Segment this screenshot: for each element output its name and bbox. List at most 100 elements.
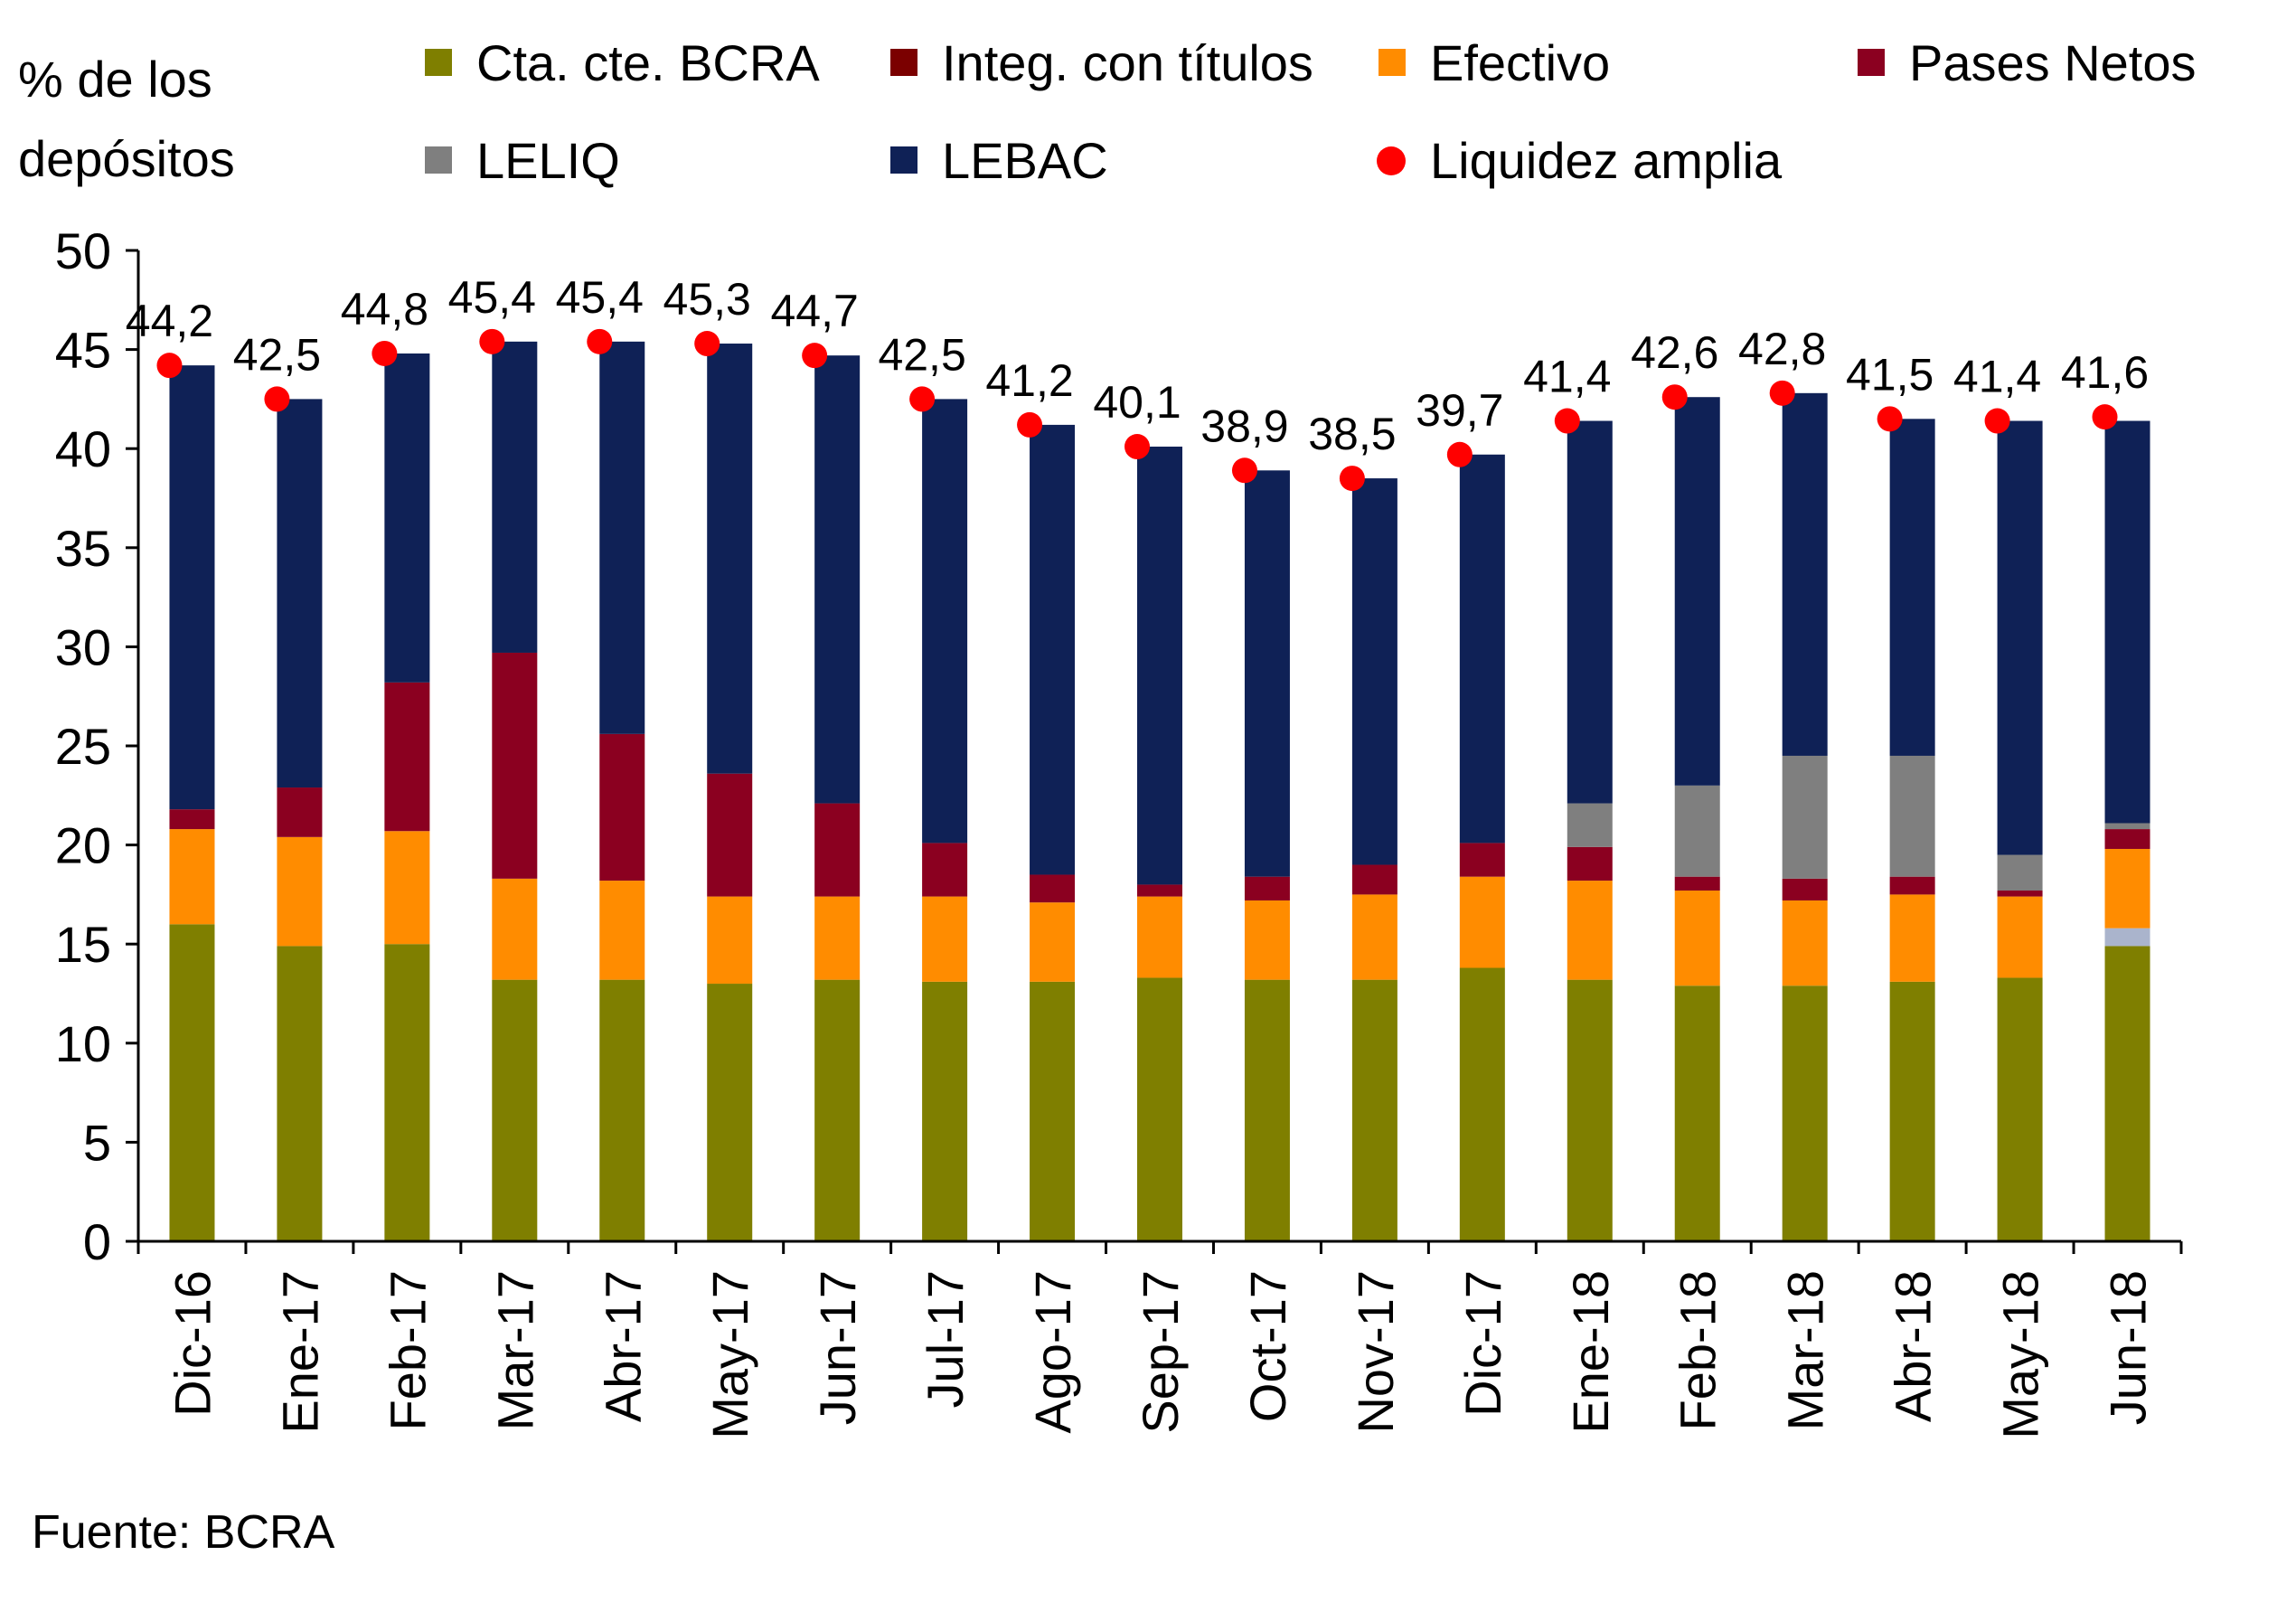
bar-segment xyxy=(599,733,645,881)
bar-segment xyxy=(1351,864,1397,895)
bar-segment xyxy=(814,979,861,1241)
x-tick-label: Abr-17 xyxy=(594,1270,651,1422)
bar-segment xyxy=(1567,803,1613,847)
bar-segment xyxy=(707,773,753,897)
y-tick-label: 35 xyxy=(55,520,111,577)
data-label: 41,6 xyxy=(2061,347,2149,398)
y-tick-label: 20 xyxy=(55,817,111,874)
x-tick-label: Abr-18 xyxy=(1885,1270,1942,1422)
bar-segment xyxy=(2104,420,2150,824)
data-label: 40,1 xyxy=(1093,377,1181,428)
y-tick-label: 15 xyxy=(55,916,111,973)
y-axis-title-line-2: depósitos xyxy=(18,130,235,187)
data-label: 41,2 xyxy=(985,355,1073,406)
x-tick-label: Mar-18 xyxy=(1777,1270,1834,1430)
bar-segment xyxy=(1674,397,1720,786)
bar-segment xyxy=(1567,420,1613,804)
y-tick-label: 10 xyxy=(55,1015,111,1072)
data-label: 42,5 xyxy=(233,329,321,380)
bar-segment xyxy=(599,341,645,734)
legend-marker xyxy=(1377,146,1406,175)
legend-label: Cta. cte. BCRA xyxy=(476,34,820,91)
bar-segment xyxy=(1030,902,1076,982)
data-label: 41,4 xyxy=(1953,352,2041,402)
bar-segment xyxy=(169,809,215,830)
bar-segment xyxy=(814,803,861,897)
legend-label: Integ. con títulos xyxy=(942,34,1313,91)
bar-segment xyxy=(707,984,753,1241)
bar-segment xyxy=(1997,896,2043,978)
bar-segment xyxy=(492,979,538,1241)
bar-segment xyxy=(1351,478,1397,865)
legend-swatch xyxy=(890,49,917,76)
x-tick-label: Mar-17 xyxy=(486,1270,543,1430)
bar-segment xyxy=(1244,900,1290,980)
legend: Cta. cte. BCRA Integ. con títulos Efectivo… xyxy=(425,34,2197,189)
x-tick-label: Ago-17 xyxy=(1024,1270,1081,1434)
liquidity-point xyxy=(1446,441,1473,467)
liquidity-point xyxy=(802,343,828,369)
bar-segment xyxy=(1567,846,1613,881)
bar-segment xyxy=(1030,981,1076,1241)
bar-segment xyxy=(814,896,861,980)
x-tick-label: May-18 xyxy=(1992,1270,2049,1439)
x-tick-label: Jun-17 xyxy=(809,1270,866,1425)
x-tick-label: Dic-17 xyxy=(1454,1270,1511,1417)
data-label: 39,7 xyxy=(1416,385,1503,436)
liquidity-point xyxy=(1124,434,1150,460)
data-label: 45,4 xyxy=(448,272,536,323)
y-tick-label: 40 xyxy=(55,420,111,477)
bar-segment xyxy=(384,944,430,1241)
data-label: 44,8 xyxy=(341,284,428,335)
bar-segment xyxy=(1674,785,1720,877)
bar-segment xyxy=(599,979,645,1241)
data-label: 41,5 xyxy=(1846,349,1934,400)
legend-label: Pases Netos xyxy=(1909,34,2197,91)
liquidity-markers: 44,2 42,5 44,8 45,4 45,4 45,3 44,7 42,5 41,2 40,1… xyxy=(126,272,2149,492)
bar-segment xyxy=(1889,894,1935,982)
x-tick-label: Dic-16 xyxy=(164,1270,221,1417)
legend-swatch xyxy=(425,146,452,174)
bar-segment xyxy=(1459,843,1505,877)
y-tick-label: 0 xyxy=(83,1213,111,1270)
bar-segment xyxy=(277,836,323,947)
bar-segment xyxy=(1351,979,1397,1241)
legend-swatch xyxy=(1379,49,1406,76)
bar-segment xyxy=(169,829,215,925)
bar-segment xyxy=(1889,876,1935,895)
bar-segment xyxy=(2104,928,2150,947)
bar-segment xyxy=(922,896,968,982)
data-label: 38,9 xyxy=(1200,401,1288,451)
liquidity-point xyxy=(1554,408,1580,434)
bar-segment xyxy=(1997,891,2043,897)
bar-segment xyxy=(814,355,861,804)
liquidity-point xyxy=(909,386,936,412)
bar-segment xyxy=(492,341,538,653)
data-label: 42,8 xyxy=(1738,324,1826,374)
bar-segment xyxy=(384,353,430,683)
bar-segment xyxy=(492,878,538,980)
bar-segment xyxy=(1889,981,1935,1241)
legend-label: Efectivo xyxy=(1430,34,1610,91)
bar-segment xyxy=(707,896,753,985)
y-tick-label: 50 xyxy=(55,222,111,279)
bar-segment xyxy=(492,652,538,879)
data-label: 44,2 xyxy=(126,296,213,346)
bar-segment xyxy=(2104,848,2150,929)
liquidity-point xyxy=(156,353,183,379)
y-axis: 0 5 10 15 20 25 30 35 40 45 50 xyxy=(55,222,140,1270)
x-axis: Dic-16 Ene-17 Feb-17 Mar-17 Abr-17 May-17 Jun-… xyxy=(136,1240,2183,1439)
bar-segment xyxy=(1244,979,1290,1241)
bar-segment xyxy=(1030,424,1076,875)
bar-segment xyxy=(1030,874,1076,903)
bar-segment xyxy=(2104,829,2150,849)
y-tick-label: 30 xyxy=(55,618,111,675)
y-tick-label: 45 xyxy=(55,322,111,379)
x-tick-label: Jun-18 xyxy=(2100,1270,2157,1425)
bar-segment xyxy=(1674,985,1720,1241)
bar-segment xyxy=(277,946,323,1241)
bar-segment xyxy=(922,399,968,844)
bar-segment xyxy=(1782,985,1828,1241)
bar-segment xyxy=(1782,878,1828,900)
